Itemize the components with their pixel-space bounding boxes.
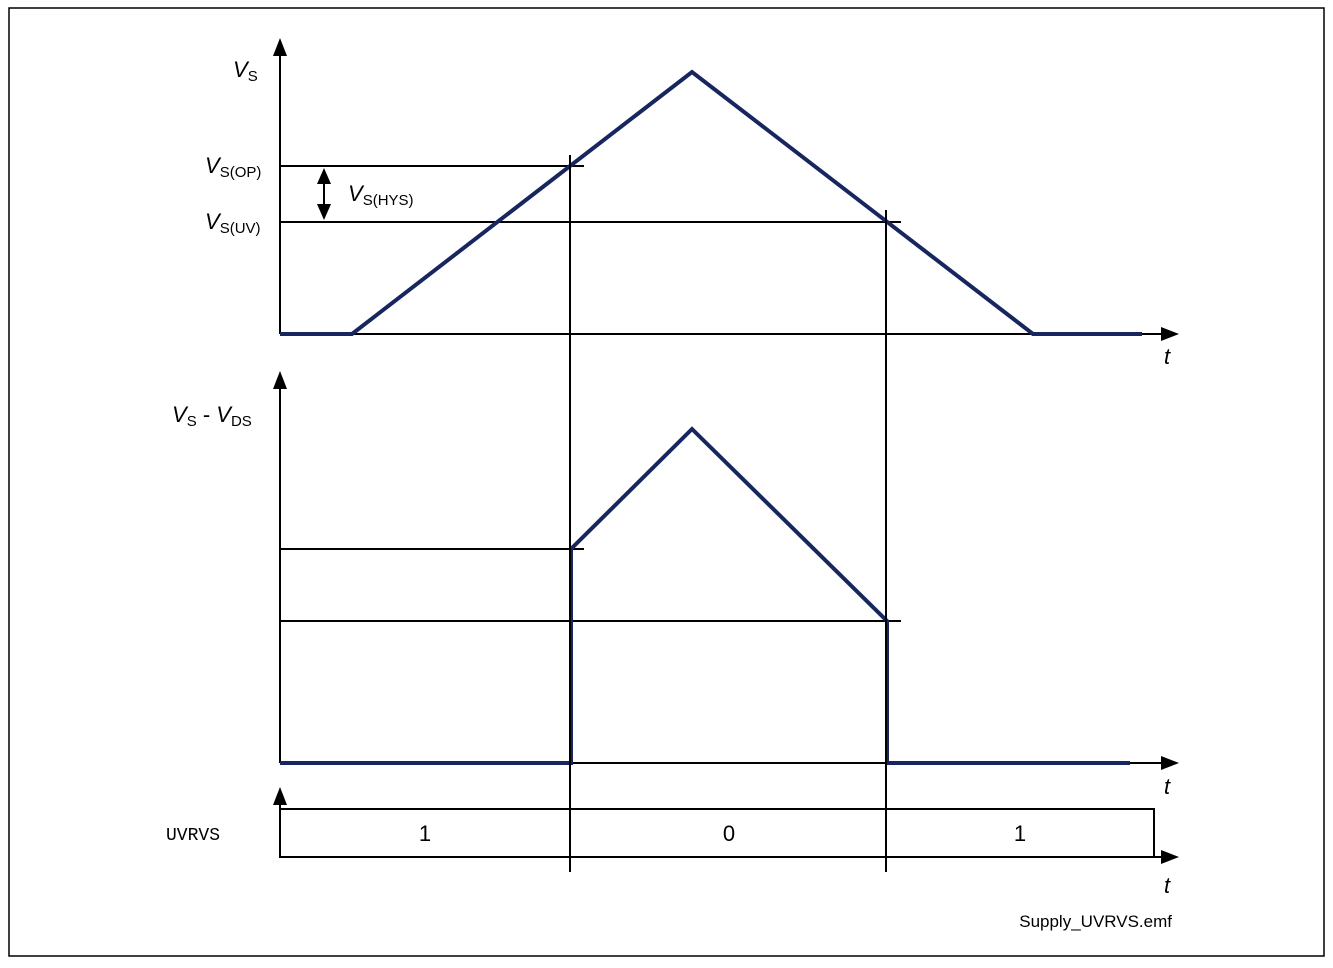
uvrvs-segment-3-value: 1: [1014, 821, 1026, 846]
operating-threshold-label: VS(OP): [205, 153, 261, 181]
bottom-x-axis-label: t: [1164, 873, 1171, 898]
top-y-axis-arrowhead: [273, 38, 287, 56]
uvrvs-signal-box: [279, 808, 1155, 858]
diagram-filename: Supply_UVRVS.emf: [1019, 912, 1172, 931]
bottom-plot: UVRVS 1 0 1 t: [166, 787, 1179, 898]
bottom-y-axis-arrowhead: [273, 787, 287, 805]
middle-y-axis-label: VS - VDS: [172, 402, 252, 430]
uvrvs-signal-name: UVRVS: [166, 826, 220, 846]
top-x-axis-label: t: [1164, 344, 1171, 369]
uvrvs-segment-2-value: 0: [723, 821, 735, 846]
hysteresis-arrow-up-head: [317, 168, 331, 184]
bottom-x-axis-arrowhead: [1161, 850, 1179, 864]
supply-minus-drain-source-waveform: [280, 426, 1130, 765]
middle-x-axis-label: t: [1164, 774, 1171, 799]
supply-voltage-waveform: [280, 69, 1142, 336]
top-x-axis-arrowhead: [1161, 327, 1179, 341]
diagram-border: [8, 7, 1325, 957]
middle-y-axis-arrowhead: [273, 371, 287, 389]
uvrvs-segment-1-value: 1: [419, 821, 431, 846]
hysteresis-arrow-down-head: [317, 204, 331, 220]
hysteresis-label: VS(HYS): [348, 181, 414, 209]
undervoltage-threshold-label: VS(UV): [205, 209, 261, 237]
middle-x-axis-arrowhead: [1161, 756, 1179, 770]
middle-plot: VS - VDS t: [172, 371, 1179, 799]
top-y-axis-label: VS: [233, 57, 258, 85]
top-plot: VS VS(OP) VS(UV) VS(HYS) t: [205, 38, 1179, 369]
